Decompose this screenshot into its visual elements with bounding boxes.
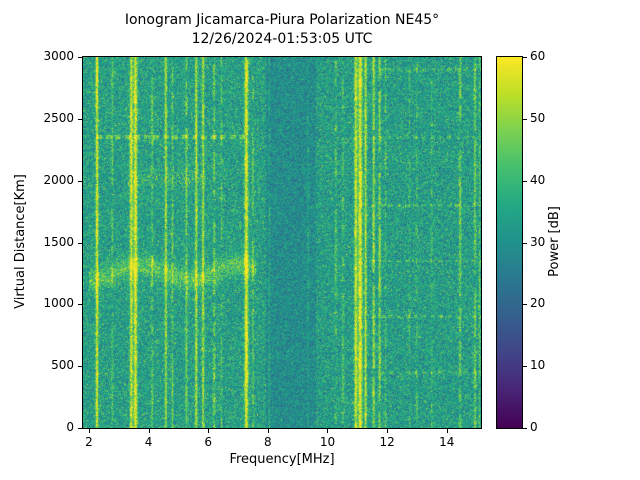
x-tick-label: 14 — [439, 435, 455, 449]
y-tick-label: 1000 — [43, 296, 74, 311]
y-axis-label: Virtual Distance[Km] — [13, 174, 28, 309]
heatmap-canvas — [83, 57, 481, 428]
colorbar-tick-label: 60 — [530, 49, 546, 63]
colorbar-tick — [523, 118, 527, 120]
x-tick — [387, 429, 389, 433]
x-tick — [327, 429, 329, 433]
y-tick — [78, 304, 82, 306]
colorbar-tick-label: 50 — [530, 110, 546, 125]
x-tick-label: 12 — [379, 435, 395, 449]
y-tick-label: 2000 — [43, 172, 74, 187]
chart-title-line1: Ionogram Jicamarca-Piura Polarization NE… — [124, 12, 440, 28]
x-tick-label: 4 — [144, 435, 153, 449]
colorbar-tick-label: 20 — [530, 296, 546, 311]
x-tick — [267, 429, 269, 433]
chart-title: Ionogram Jicamarca-Piura Polarization NE… — [83, 11, 481, 49]
y-tick-label: 2500 — [43, 110, 74, 125]
x-axis-label: Frequency[MHz] — [229, 452, 335, 467]
y-tick-label: 0 — [66, 420, 74, 434]
y-tick — [78, 180, 82, 182]
y-tick-label: 3000 — [43, 49, 74, 63]
y-tick — [78, 242, 82, 244]
plot-area-border — [82, 56, 482, 429]
x-tick-label: 6 — [204, 435, 213, 449]
y-tick — [78, 366, 82, 368]
colorbar-gradient — [497, 57, 522, 428]
x-tick — [148, 429, 150, 433]
x-tick — [208, 429, 210, 433]
y-tick — [78, 428, 82, 429]
colorbar-tick — [523, 242, 527, 244]
x-tick-label: 2 — [85, 435, 93, 449]
colorbar-tick — [523, 57, 527, 58]
y-tick-label: 1500 — [43, 234, 74, 249]
y-tick-label: 500 — [51, 358, 74, 373]
colorbar-tick — [523, 428, 527, 429]
x-tick — [446, 429, 448, 433]
colorbar-tick-label: 0 — [530, 420, 538, 434]
x-tick — [88, 429, 90, 433]
colorbar-tick — [523, 180, 527, 182]
colorbar-tick — [523, 366, 527, 368]
colorbar-tick — [523, 304, 527, 306]
colorbar-tick-label: 40 — [530, 172, 546, 187]
colorbar — [496, 56, 523, 429]
y-tick — [78, 118, 82, 120]
x-tick-label: 8 — [264, 435, 272, 449]
colorbar-tick-label: 10 — [530, 358, 546, 373]
y-tick — [78, 57, 82, 58]
colorbar-tick-label: 30 — [530, 234, 546, 249]
chart-title-line2: 12/26/2024-01:53:05 UTC — [191, 31, 373, 47]
x-tick-label: 10 — [319, 435, 336, 449]
